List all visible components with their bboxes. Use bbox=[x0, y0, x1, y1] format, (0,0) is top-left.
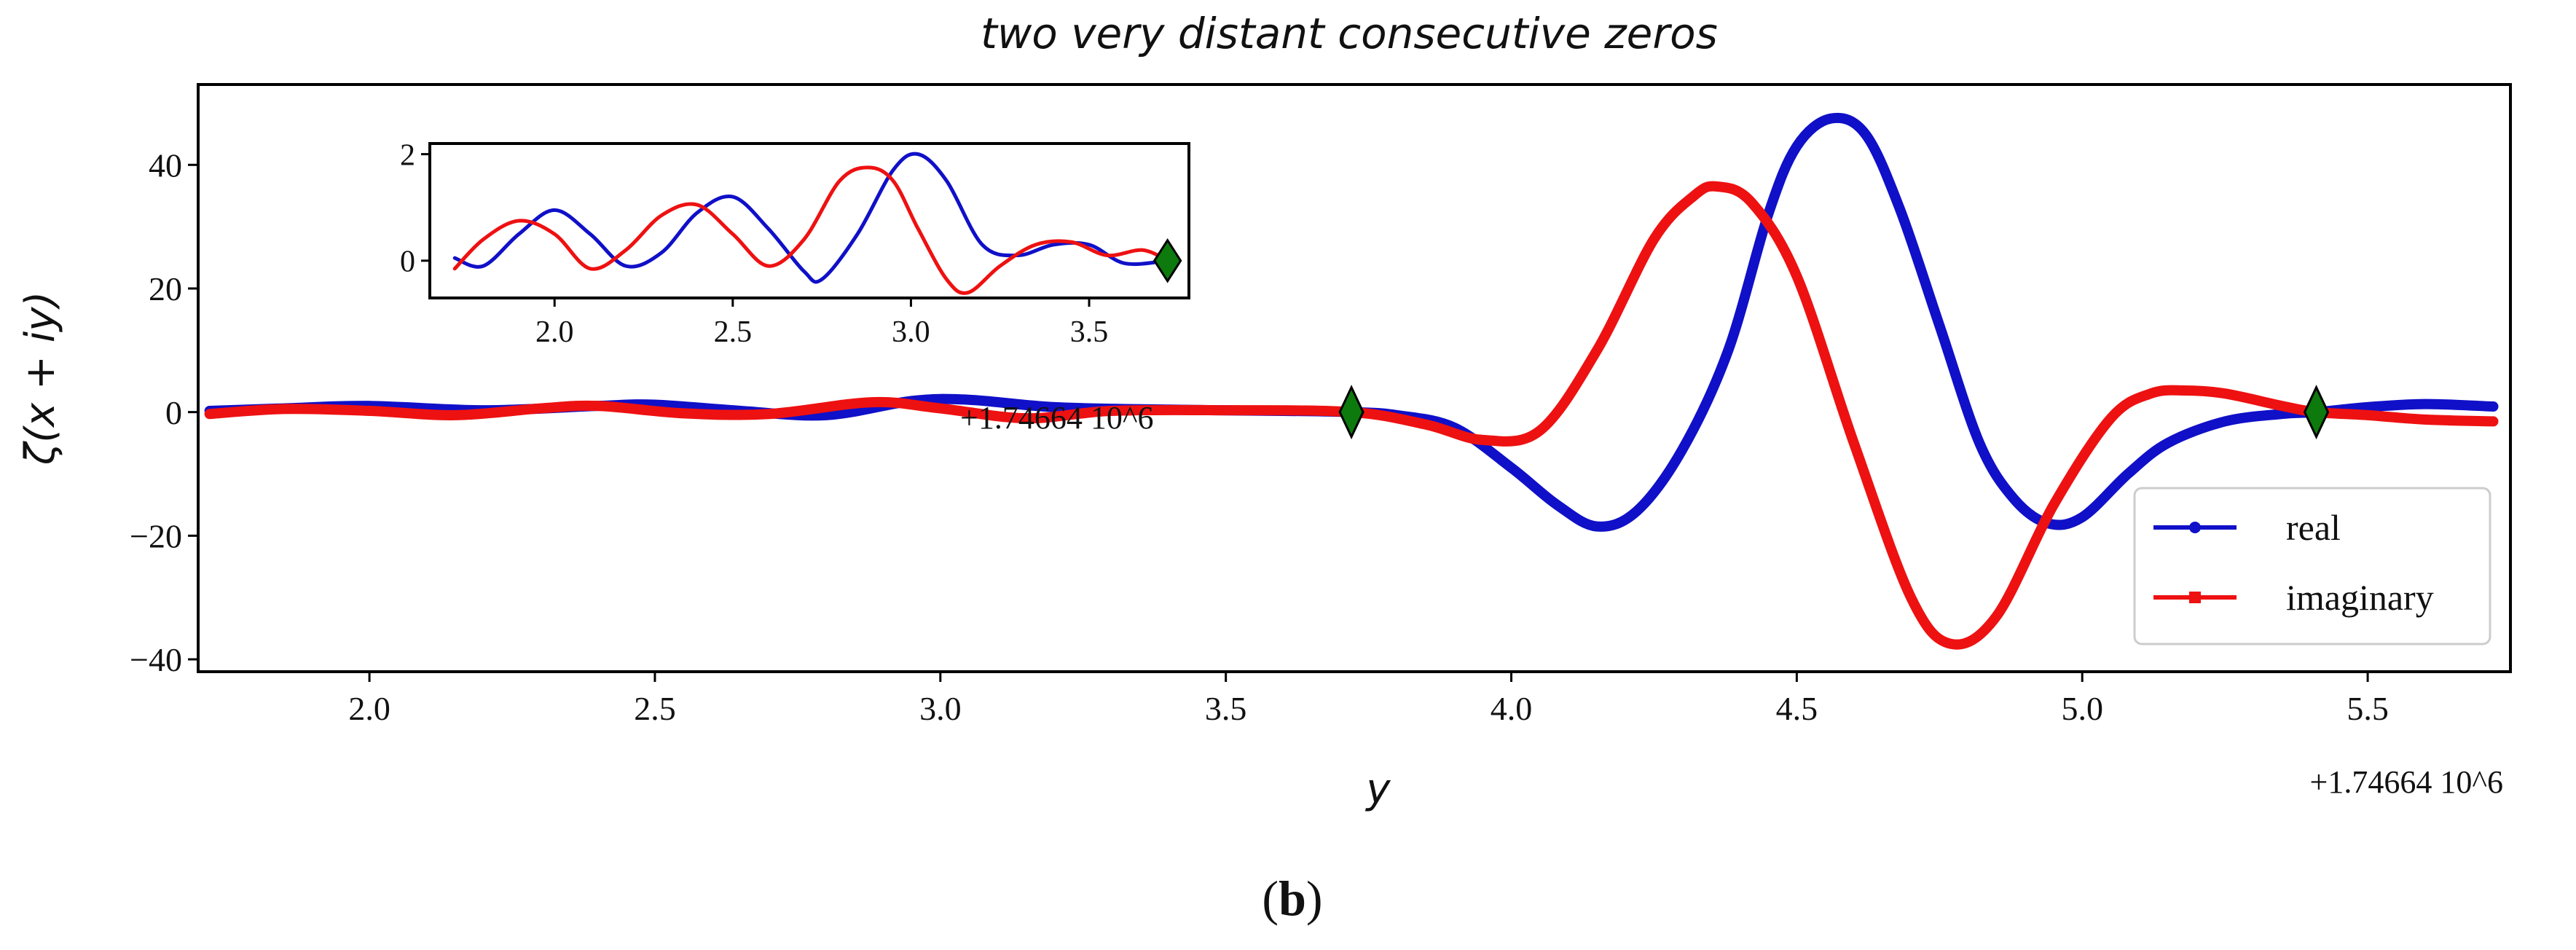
main-x-tick-label: 4.0 bbox=[1491, 690, 1533, 727]
legend-marker-imaginary bbox=[2189, 592, 2201, 603]
main-x-tick-label: 3.5 bbox=[1205, 690, 1247, 727]
inset-x-tick-label: 2.0 bbox=[535, 315, 574, 349]
main-x-tick-label: 5.5 bbox=[2347, 690, 2389, 727]
legend: real imaginary bbox=[2133, 487, 2491, 645]
caption-open: ( bbox=[1262, 871, 1279, 926]
legend-label-real: real bbox=[2286, 507, 2341, 548]
inset-y-tick-label: 2 bbox=[400, 138, 415, 172]
inset-x-offset-label: +1.74664 10^6 bbox=[960, 400, 1153, 436]
main-x-tick-label: 3.0 bbox=[919, 690, 962, 727]
inset-x-tick-label: 3.0 bbox=[892, 315, 930, 349]
main-zero-marker-2 bbox=[2303, 385, 2330, 440]
caption-letter: b bbox=[1279, 871, 1306, 926]
main-series-imaginary bbox=[204, 181, 2499, 650]
main-y-tick-label: 40 bbox=[149, 146, 182, 184]
inset-series-imaginary bbox=[452, 165, 1170, 295]
x-axis-label: y bbox=[1364, 766, 1391, 813]
main-x-tick-label: 5.0 bbox=[2061, 690, 2103, 727]
main-zero-marker-1 bbox=[1338, 385, 1364, 440]
figure-caption: (b) bbox=[1262, 871, 1322, 926]
main-y-tick-label: 20 bbox=[149, 270, 182, 307]
inset-background bbox=[430, 144, 1189, 298]
inset-x-tick-label: 3.5 bbox=[1070, 315, 1109, 349]
main-y-tick-label: 0 bbox=[165, 394, 182, 431]
inset-y-tick-label: 0 bbox=[400, 246, 415, 279]
y-axis-label: ζ(x + iy) bbox=[17, 291, 64, 466]
main-y-tick-label: −40 bbox=[130, 641, 182, 678]
legend-marker-real bbox=[2189, 522, 2201, 533]
main-x-tick-label: 2.5 bbox=[634, 690, 676, 727]
inset-zero-marker-1 bbox=[1152, 238, 1182, 283]
inset-series-real bbox=[452, 152, 1170, 284]
main-plot-frame bbox=[197, 83, 2512, 673]
inset-x-tick-label: 2.5 bbox=[714, 315, 753, 349]
main-x-tick-label: 4.5 bbox=[1776, 690, 1818, 727]
caption-close: ) bbox=[1306, 871, 1323, 926]
legend-label-imaginary: imaginary bbox=[2286, 577, 2434, 618]
inset-frame bbox=[428, 142, 1190, 299]
main-x-tick-label: 2.0 bbox=[348, 690, 390, 727]
main-y-tick-label: −20 bbox=[130, 517, 182, 554]
chart-title: two very distant consecutive zeros bbox=[981, 9, 1718, 58]
x-offset-label: +1.74664 10^6 bbox=[2310, 764, 2503, 800]
inset-plot: 2.0 2.5 3.0 3.5 0 2 bbox=[400, 138, 1190, 349]
